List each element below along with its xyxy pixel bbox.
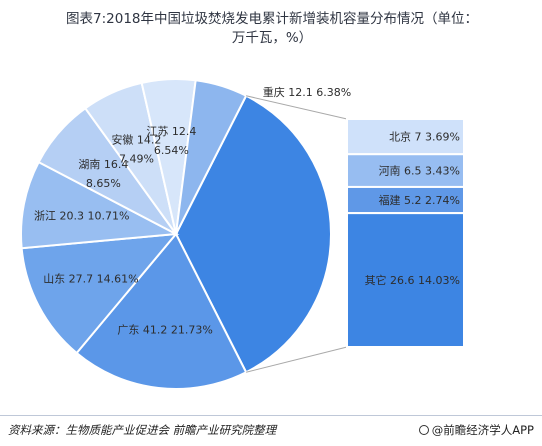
footer-divider: [0, 415, 542, 416]
source-note: 资料来源：生物质能产业促进会 前瞻产业研究院整理: [8, 423, 277, 437]
pie-slice-广东: [75, 232, 248, 390]
connector-lines: [245, 95, 348, 373]
label-湖南-value: 湖南 16.4: [78, 158, 128, 171]
pie-slice-山东: [20, 232, 179, 355]
label-安徽-percent: 7.49%: [119, 152, 154, 165]
bar-label-其它: 其它 26.6 14.03%: [365, 273, 460, 287]
label-江苏-value: 江苏 12.4: [146, 125, 196, 138]
label-江苏-percent: 6.54%: [154, 144, 189, 157]
main-pie: [20, 78, 332, 390]
brand-logo-icon: [418, 425, 429, 435]
title-line-2: 万千瓦，%）: [231, 30, 313, 46]
bar-label-河南: 河南 6.5 3.43%: [379, 165, 460, 178]
label-浙江: 浙江 20.3 10.71%: [34, 209, 129, 222]
data-labels: 广东 41.2 21.73% 山东 27.7 14.61% 浙江 20.3 10.7…: [34, 85, 460, 336]
label-广东: 广东 41.2 21.73%: [117, 323, 212, 336]
chart-title: 图表7:2018年中国垃圾焚烧发电累计新增装机容量分布情况（单位： 万千瓦，%）: [12, 10, 532, 48]
breakdown-bar: [346, 118, 465, 348]
bar-label-福建: 福建 5.2 2.74%: [379, 193, 460, 207]
label-湖南-percent: 8.65%: [86, 177, 121, 190]
label-重庆: 重庆 12.1 6.38%: [263, 85, 351, 99]
brand-text: @前瞻经济学人APP: [431, 423, 534, 437]
bar-label-北京: 北京 7 3.69%: [389, 130, 460, 144]
label-山东: 山东 27.7 14.61%: [43, 273, 138, 286]
bar-segment-其它: [346, 212, 465, 348]
brand-mark: @前瞻经济学人APP: [418, 422, 534, 438]
bar-segment-福建: [346, 185, 465, 215]
title-line-1: 图表7:2018年中国垃圾焚烧发电累计新增装机容量分布情况（单位：: [66, 11, 478, 27]
connector-line-bottom: [245, 346, 348, 373]
pie-slice-重庆: [175, 79, 248, 235]
label-安徽-value: 安徽 14.2: [111, 132, 161, 146]
bar-segment-河南: [346, 153, 465, 188]
pie-slice-浙江: [20, 160, 180, 250]
connector-line-top: [245, 95, 348, 120]
bar-segment-北京: [346, 118, 465, 156]
pie-slice-其他: [174, 94, 332, 374]
